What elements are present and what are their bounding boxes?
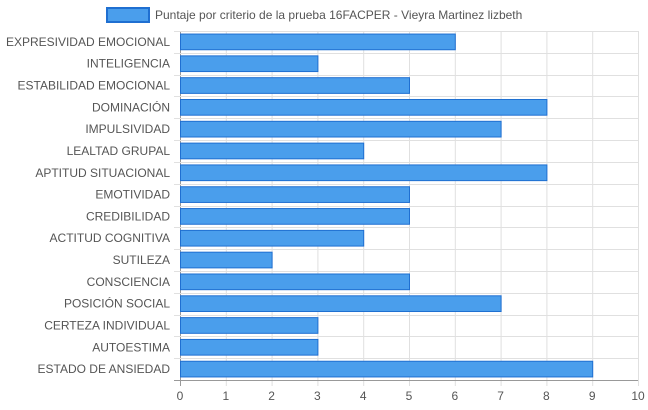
x-axis-tick-labels: 0 1 2 3 4 5 6 7 8 9 10 (177, 389, 645, 403)
x-tick-label: 5 (406, 389, 413, 403)
category-label: APTITUD SITUACIONAL (35, 166, 170, 180)
x-tick-label: 9 (589, 389, 596, 403)
category-label: ACTITUD COGNITIVA (50, 231, 170, 245)
bar[interactable] (180, 273, 410, 291)
legend-label[interactable]: Puntaje por criterio de la prueba 16FACP… (155, 8, 522, 22)
category-label: IMPULSIVIDAD (85, 122, 170, 136)
category-label: CONSCIENCIA (87, 275, 170, 289)
x-tick-label: 8 (543, 389, 550, 403)
legend[interactable]: Puntaje por criterio de la prueba 16FACP… (106, 7, 522, 23)
bar[interactable] (180, 295, 502, 313)
bar[interactable] (180, 360, 594, 378)
category-label: EXPRESIVIDAD EMOCIONAL (6, 35, 170, 49)
x-tick-label: 2 (268, 389, 275, 403)
category-label: SUTILEZA (113, 253, 170, 267)
category-label: POSICIÓN SOCIAL (64, 296, 170, 311)
bar[interactable] (180, 317, 319, 334)
category-label: ESTADO DE ANSIEDAD (38, 362, 171, 376)
bar[interactable] (180, 164, 548, 182)
x-tick-label: 3 (314, 389, 321, 403)
category-label: AUTOESTIMA (92, 340, 170, 354)
bar[interactable] (180, 33, 456, 51)
bars (180, 33, 594, 378)
bar[interactable] (180, 142, 365, 160)
bar[interactable] (180, 186, 410, 203)
category-label: CREDIBILIDAD (86, 209, 170, 223)
bar[interactable] (180, 55, 319, 73)
legend-swatch[interactable] (106, 7, 150, 23)
category-label: EMOTIVIDAD (95, 188, 170, 202)
category-labels: EXPRESIVIDAD EMOCIONAL INTELIGENCIA ESTABI… (6, 35, 170, 376)
x-tick-label: 6 (451, 389, 458, 403)
bar[interactable] (180, 251, 273, 269)
x-tick-label: 4 (360, 389, 367, 403)
bar[interactable] (180, 77, 410, 94)
x-tick-label: 7 (497, 389, 504, 403)
x-tick-label: 1 (222, 389, 229, 403)
category-label: INTELIGENCIA (87, 57, 170, 71)
category-label: ESTABILIDAD EMOCIONAL (18, 79, 171, 93)
category-label: DOMINACIÓN (92, 99, 170, 114)
category-label: CERTEZA INDIVIDUAL (44, 318, 170, 332)
bar[interactable] (180, 229, 365, 247)
bar[interactable] (180, 338, 319, 356)
x-tick-label: 10 (631, 389, 645, 403)
bar[interactable] (180, 208, 410, 225)
category-label: LEALTAD GRUPAL (67, 144, 171, 158)
bar[interactable] (180, 98, 548, 116)
x-tick-label: 0 (177, 389, 184, 403)
bar[interactable] (180, 120, 502, 138)
